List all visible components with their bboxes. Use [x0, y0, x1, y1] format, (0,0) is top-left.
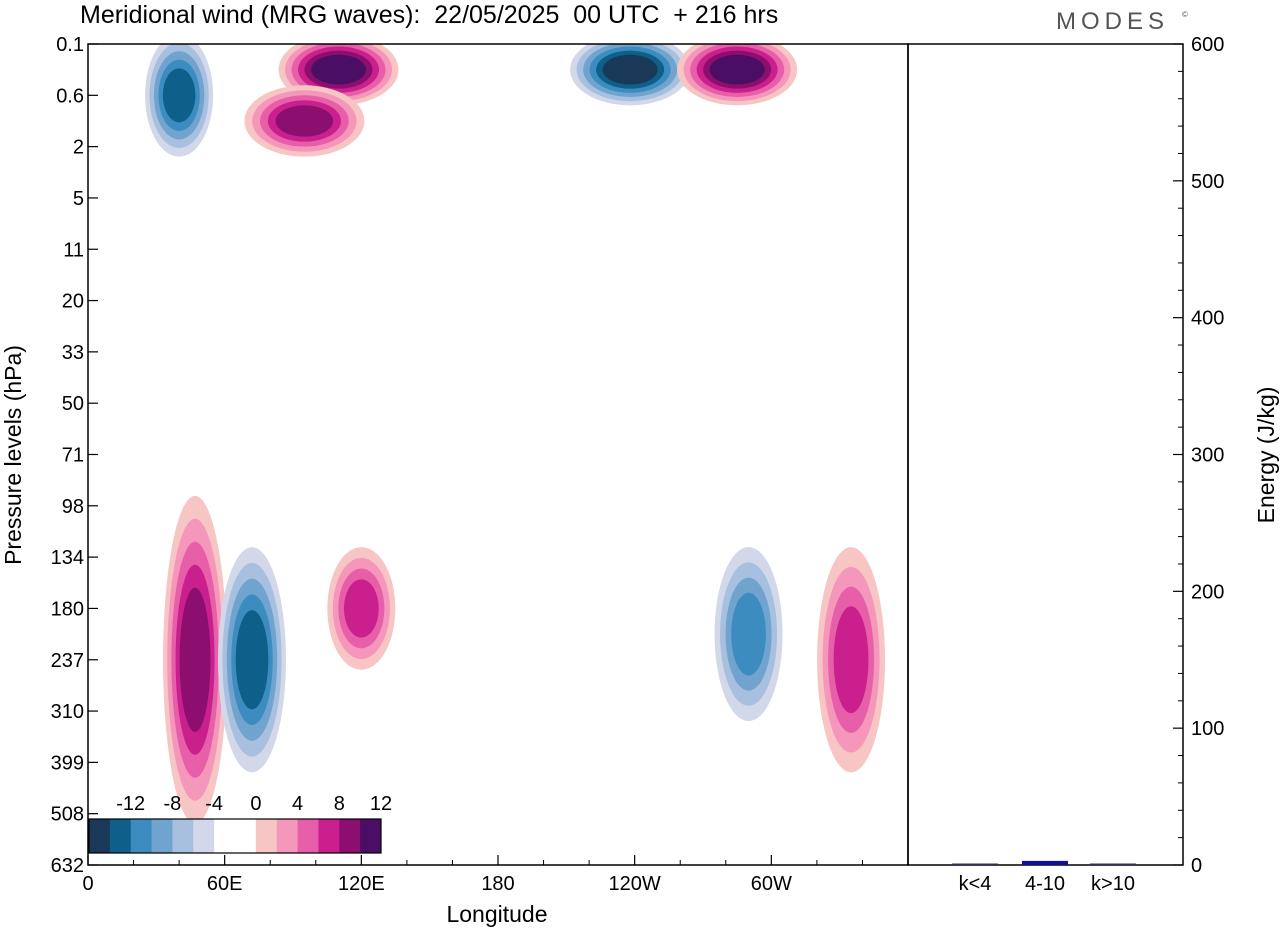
energy-tick-label: 400 [1191, 308, 1224, 330]
colorbar-cell [255, 819, 278, 853]
contour-feature-7 [570, 44, 691, 106]
contour-feature-0 [163, 495, 228, 824]
y-tick-label: 71 [62, 445, 84, 467]
contour-feature-8 [677, 44, 798, 106]
energy-tick-label: 600 [1191, 34, 1224, 56]
colorbar-cell [339, 819, 361, 853]
contour-feature-5 [278, 44, 399, 106]
colorbar-cell [151, 819, 173, 853]
y-axis: 0.1 0.6 2 5 11 20 33 50 71 98 134 180 237 310 399 508 63… [51, 34, 98, 877]
colorbar-label: 12 [370, 793, 392, 815]
energy-tick-label: 0 [1191, 855, 1202, 877]
colorbar-cell [193, 819, 215, 853]
colorbar-label: -4 [205, 793, 223, 815]
contour-band [709, 54, 765, 85]
contour-feature-4 [817, 547, 886, 773]
x-tick-label: 180 [481, 873, 514, 895]
x-tick-label: 0 [82, 873, 93, 895]
x-tick-label: 120E [338, 873, 385, 895]
contour-band [833, 606, 869, 714]
energy-tick-label: 100 [1191, 718, 1224, 740]
contour-band [235, 610, 269, 710]
colorbar-labels: -12 -8 -4 0 4 8 12 [116, 793, 392, 815]
contour-band [179, 587, 211, 732]
y-tick-label: 98 [62, 496, 84, 518]
y-tick-label: 5 [73, 188, 84, 210]
colorbar-cell [214, 819, 236, 853]
y-axis-title: Pressure levels (hPa) [0, 345, 26, 565]
energy-bar [1022, 860, 1068, 865]
colorbar-cell [318, 819, 340, 853]
y-tick-label: 180 [51, 598, 84, 620]
colorbar-cell [130, 819, 153, 853]
colorbar-cell [276, 819, 299, 853]
x-tick-label: 60W [751, 873, 792, 895]
contour-band [343, 579, 379, 638]
colorbar-frame [88, 818, 382, 854]
contour-feature-1 [218, 547, 286, 773]
contour-band [162, 68, 196, 123]
contour-feature-6 [244, 85, 365, 157]
y-tick-label: 11 [63, 239, 84, 261]
brand-logo-mark: © [1182, 10, 1188, 19]
contour-feature-9 [145, 44, 214, 157]
colorbar-cell [297, 819, 319, 853]
energy-y-axis: 0 100 200 300 400 500 600 [1173, 34, 1224, 877]
energy-axis-title: Energy (J/kg) [1253, 387, 1279, 524]
y-tick-label: 0.6 [56, 85, 84, 107]
y-tick-label: 632 [51, 855, 84, 877]
y-tick-label: 2 [73, 137, 84, 159]
y-tick-label: 0.1 [56, 34, 84, 56]
x-tick-label: 60E [207, 873, 243, 895]
colorbar-label: -12 [116, 793, 145, 815]
energy-bars [952, 860, 1136, 865]
colorbar-cell [89, 819, 111, 853]
brand-logo: MODES [1056, 8, 1170, 35]
y-tick-label: 399 [51, 752, 84, 774]
contour-feature-2 [327, 547, 396, 670]
colorbar-cell [172, 819, 194, 853]
y-tick-label: 310 [51, 701, 84, 723]
y-tick-label: 134 [51, 547, 84, 569]
contour-band [602, 54, 658, 85]
energy-category-label: k<4 [959, 873, 992, 895]
y-tick-label: 33 [62, 342, 84, 364]
energy-bar [1090, 863, 1136, 865]
colorbar-cells [89, 819, 382, 853]
colorbar-label: 4 [292, 793, 303, 815]
energy-x-axis: k<4 4-10 k>10 [959, 873, 1135, 895]
energy-panel: 0 100 200 300 400 500 600 k<4 4-10 k>10 Energy (… [907, 34, 1279, 895]
energy-category-label: 4-10 [1025, 873, 1065, 895]
energy-bar [952, 863, 998, 865]
y-tick-label: 508 [51, 804, 84, 826]
y-tick-label: 50 [62, 393, 84, 415]
contour-band [731, 592, 766, 676]
colorbar-cell [360, 819, 382, 853]
y-tick-label: 237 [51, 650, 84, 672]
energy-category-label: k>10 [1091, 873, 1135, 895]
x-axis-title: Longitude [446, 901, 547, 927]
x-axis: 0 60E 120E 180 120W 60W [82, 855, 863, 895]
energy-tick-label: 300 [1191, 445, 1224, 467]
colorbar: -12 -8 -4 0 4 8 12 [88, 793, 392, 854]
contour-band [311, 54, 367, 85]
energy-tick-label: 500 [1191, 171, 1224, 193]
colorbar-cell [235, 819, 257, 853]
contour-band [275, 105, 334, 137]
colorbar-cell [109, 819, 132, 853]
x-tick-label: 120W [609, 873, 661, 895]
energy-frame [907, 43, 1184, 866]
chart-title: Meridional wind (MRG waves): 22/05/2025 … [80, 1, 779, 29]
heatmap-contours [145, 44, 886, 824]
contour-feature-3 [714, 547, 783, 722]
energy-tick-label: 200 [1191, 581, 1224, 603]
colorbar-label: 0 [250, 793, 261, 815]
colorbar-label: -8 [164, 793, 182, 815]
y-tick-label: 20 [62, 291, 84, 313]
colorbar-label: 8 [334, 793, 345, 815]
heatmap-panel: 0 60E 120E 180 120W 60W 0.1 0.6 2 5 11 20 33 50 71 98 1… [0, 34, 909, 927]
